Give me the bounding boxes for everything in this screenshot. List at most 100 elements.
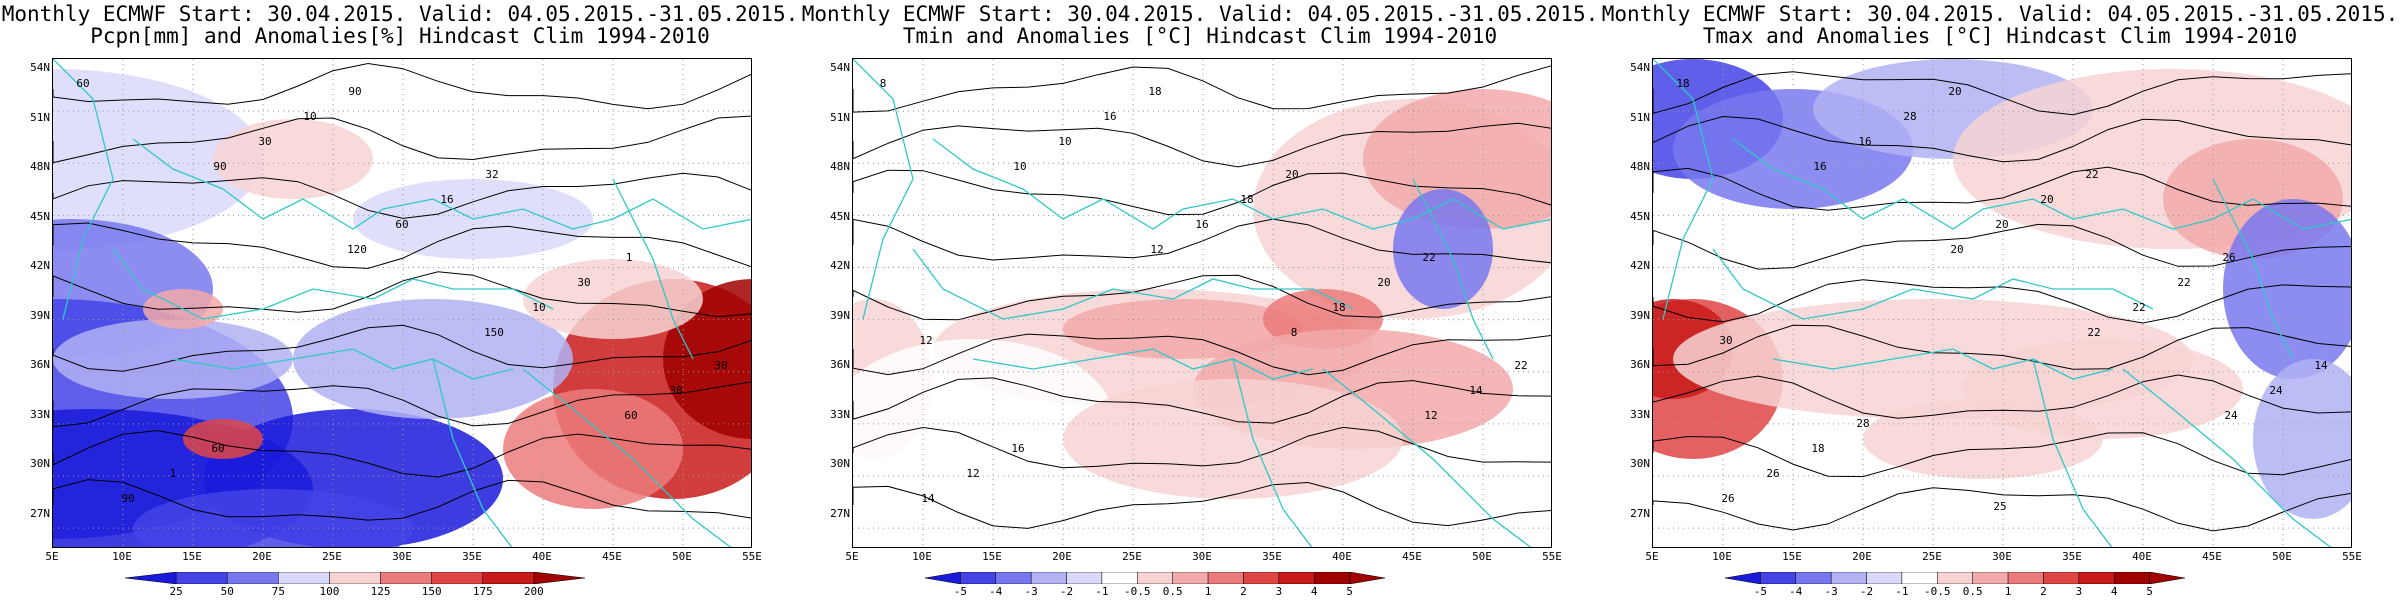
- contour-label: 10: [303, 110, 316, 123]
- colorbar-label: 125: [370, 585, 391, 598]
- contour-line: [53, 430, 751, 478]
- contour-label: 10: [1013, 160, 1026, 173]
- lat-tick-label: 36N: [30, 358, 50, 371]
- contour-line: [53, 324, 751, 372]
- contour-label: 18: [1811, 442, 1824, 455]
- contour-label: 14: [2314, 359, 2328, 372]
- colorbar-label: 150: [421, 585, 442, 598]
- contour-label: 12: [966, 467, 979, 480]
- contour-label: 90: [348, 85, 361, 98]
- anomaly-shading: [213, 119, 373, 199]
- contour-label: 60: [76, 77, 89, 90]
- contour-label: 90: [121, 492, 134, 505]
- anomaly-shading: [2253, 359, 2351, 519]
- contour-label: 20: [1950, 243, 1963, 256]
- contour-label: 12: [1424, 409, 1437, 422]
- contour-label: 20: [1948, 85, 1961, 98]
- contour-label: 22: [2132, 301, 2145, 314]
- contour-line: [53, 222, 751, 269]
- contour-label: 30: [258, 135, 271, 148]
- map-canvas: 60 90 120 150 60 90 30 60 10 30 1 10 16 30 30 60 90 32 1: [53, 59, 751, 547]
- contour-label: 8: [1291, 326, 1298, 339]
- contour-label: 120: [347, 243, 367, 256]
- lon-tick-label: 10E: [1712, 550, 1732, 563]
- colorbar-label: 4: [1310, 585, 1318, 598]
- lat-tick-label: 45N: [830, 209, 850, 223]
- contour-label: 12: [1150, 243, 1163, 256]
- contour-line: [53, 62, 751, 110]
- contour-label: 90: [213, 160, 226, 173]
- lat-tick-label: 42N: [1630, 259, 1650, 272]
- contour-label: 22: [2085, 168, 2098, 181]
- lat-tick-label: 30N: [830, 457, 850, 470]
- colorbar-label: 75: [271, 585, 285, 598]
- contour-label: 25: [1993, 500, 2006, 513]
- lat-tick-label: 27N: [1630, 506, 1650, 520]
- anomaly-shading: [1063, 379, 1403, 499]
- map-canvas: 18 16 20 22 24 26 16 20 22 24 26 28 20 22 14 18 20 22 26 30…: [1653, 59, 2351, 547]
- contour-line: [53, 381, 751, 428]
- lon-tick-label: 5E: [45, 550, 59, 563]
- contour-label: 1: [170, 467, 177, 480]
- tmax-panel: Monthly ECMWF Start: 30.04.2015. Valid: …: [1600, 0, 2400, 600]
- lon-tick-label: 45E: [602, 550, 622, 563]
- lat-tick-label: 27N: [830, 506, 850, 520]
- colorbar-label: 1: [1204, 585, 1212, 598]
- anomaly-shading: [503, 389, 683, 509]
- lon-tick-label: 30E: [1192, 550, 1212, 563]
- contour-label: 20: [2040, 193, 2053, 206]
- colorbar-label: -3: [1024, 585, 1038, 598]
- lat-tick-label: 48N: [830, 160, 850, 173]
- contour-label: 16: [440, 193, 453, 206]
- contour-label: 22: [1422, 251, 1435, 264]
- colorbar-label: 100: [319, 585, 340, 598]
- contour-label: 150: [484, 326, 504, 339]
- lon-tick-label: 5E: [1645, 550, 1659, 563]
- lat-tick-label: 54N: [1630, 61, 1650, 74]
- contour-label: 16: [1813, 160, 1826, 173]
- lat-tick-label: 51N: [830, 110, 850, 124]
- lat-tick-label: 48N: [30, 160, 50, 173]
- contour-label: 16: [1103, 110, 1116, 123]
- colorbar-label: -0.5: [1924, 585, 1951, 598]
- colorbar-label: 200: [523, 585, 544, 598]
- colorbar-label: -0.5: [1124, 585, 1151, 598]
- lon-tick-label: 30E: [392, 550, 412, 563]
- contour-label: 12: [919, 334, 932, 347]
- colorbar-label: -1: [1095, 585, 1109, 598]
- colorbar-label: -5: [1753, 585, 1767, 598]
- lon-tick-label: 30E: [1992, 550, 2012, 563]
- contour-line: [1653, 71, 2351, 116]
- contour-label: 10: [532, 301, 545, 314]
- colorbar-strip: [125, 572, 585, 584]
- lon-tick-label: 25E: [322, 550, 342, 563]
- colorbar-label: 5: [2146, 585, 2153, 598]
- lon-tick-label: 45E: [1402, 550, 1422, 563]
- lat-tick-label: 42N: [30, 259, 50, 272]
- contour-label: 22: [1514, 359, 1527, 372]
- colorbar-strip: [925, 572, 1385, 584]
- lon-tick-label: 15E: [182, 550, 202, 563]
- lat-tick-label: 45N: [30, 209, 50, 223]
- lon-tick-label: 10E: [112, 550, 132, 563]
- lon-tick-label: 55E: [742, 550, 762, 563]
- map-frame: 18 16 20 22 24 26 16 20 22 24 26 28 20 22 14 18 20 22 26 30…: [1652, 58, 2352, 548]
- lat-tick-label: 30N: [30, 457, 50, 470]
- contour-label: 26: [2222, 251, 2235, 264]
- contour-label: 20: [1285, 168, 1298, 181]
- colorbar-label: 2: [1240, 585, 1247, 598]
- map-canvas: 8 10 12 8 12 14 10 16 18 14 12 16 18 20 22 16 18 20 22 12: [853, 59, 1551, 547]
- lon-tick-label: 50E: [1472, 550, 1492, 563]
- colorbar-label: 3: [2075, 585, 2083, 598]
- contour-label: 10: [1058, 135, 1071, 148]
- contour-line: [853, 481, 1551, 529]
- contour-label: 60: [624, 409, 637, 422]
- lat-tick-label: 36N: [1630, 358, 1650, 371]
- contour-label: 30: [669, 384, 682, 397]
- contour-label: 60: [211, 442, 224, 455]
- map-frame: 8 10 12 8 12 14 10 16 18 14 12 16 18 20 22 16 18 20 22 12: [852, 58, 1552, 548]
- precip-panel: Monthly ECMWF Start: 30.04.2015. Valid: …: [0, 0, 800, 600]
- contour-label: 26: [1721, 492, 1734, 505]
- contour-line: [853, 169, 1551, 216]
- tmin-panel: Monthly ECMWF Start: 30.04.2015. Valid: …: [800, 0, 1600, 600]
